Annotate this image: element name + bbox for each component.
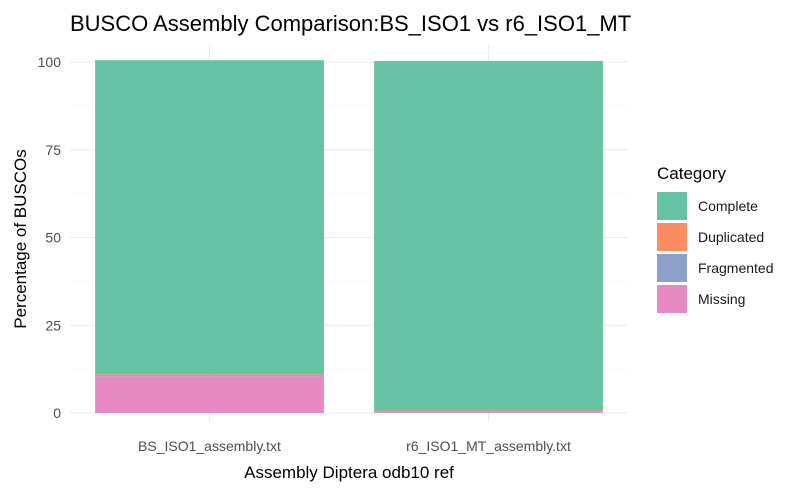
bar-duplicated-2 [374,410,603,412]
bar-missing-1 [95,376,324,413]
chart-title: BUSCO Assembly Comparison:BS_ISO1 vs r6_… [70,11,631,36]
legend: Category Complete Duplicated Fragmented Mis… [657,164,773,313]
legend-title: Category [657,164,726,183]
bar-duplicated-1 [95,374,324,376]
legend-label-complete: Complete [698,198,758,214]
y-tick-label: 75 [45,142,61,158]
bar-complete-2 [374,60,603,411]
bar-complete-1 [95,60,324,375]
legend-swatch-complete [657,192,687,220]
legend-label-duplicated: Duplicated [698,229,764,245]
legend-swatch-fragmented [657,254,687,282]
y-tick-label: 50 [45,230,61,246]
x-axis-title: Assembly Diptera odb10 ref [244,463,454,482]
legend-swatch-missing [657,285,687,313]
x-tick-label: r6_ISO1_MT_assembly.txt [406,438,571,454]
y-tick-label: 100 [38,54,62,70]
bars [95,60,603,413]
legend-label-fragmented: Fragmented [698,260,773,276]
legend-swatch-duplicated [657,223,687,251]
bar-fragmented-1 [95,375,324,377]
y-axis-title: Percentage of BUSCOs [11,149,30,329]
legend-label-missing: Missing [698,291,745,307]
x-tick-label: BS_ISO1_assembly.txt [138,438,281,454]
y-tick-label: 0 [53,405,61,421]
x-axis-ticks: BS_ISO1_assembly.txt r6_ISO1_MT_assembly.… [138,438,571,454]
bar-missing-2 [374,412,603,413]
y-axis-ticks: 0 25 50 75 100 [38,54,62,421]
y-tick-label: 25 [45,317,61,333]
